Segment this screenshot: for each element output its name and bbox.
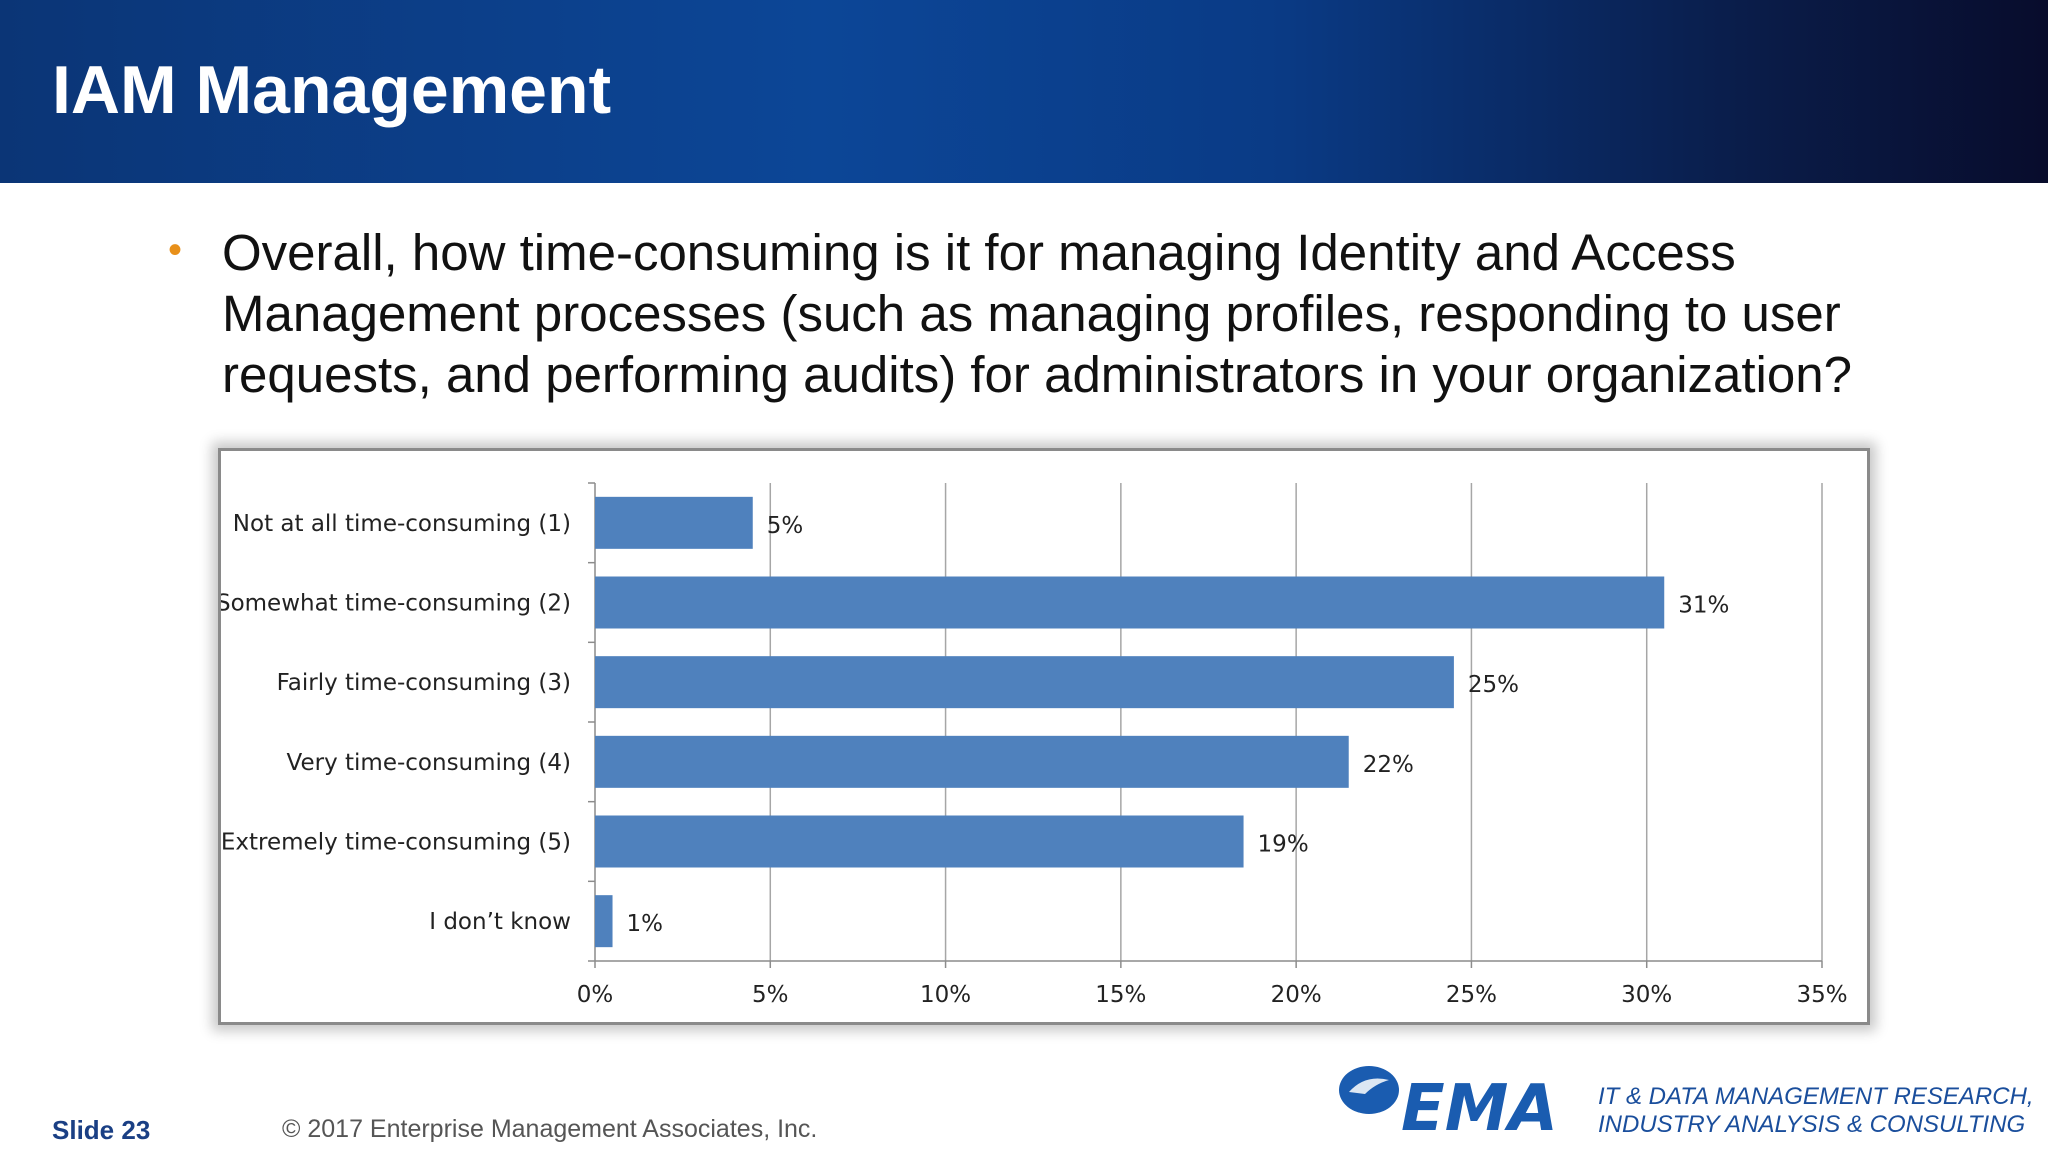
chart-frame: 0% 5% 10% 15% 20% 25% 30% 35% Not at all time-co…	[218, 448, 1870, 1025]
bar	[595, 815, 1244, 868]
data-label: 25%	[1468, 672, 1519, 698]
bar	[595, 496, 753, 549]
bar	[595, 656, 1454, 709]
tagline-line-2: INDUSTRY ANALYSIS & CONSULTING	[1598, 1111, 2026, 1138]
logo-text: EMA	[1401, 1072, 1558, 1140]
ema-logo: EMA	[1339, 1066, 1558, 1140]
data-label: 22%	[1363, 752, 1414, 778]
x-tick-label: 20%	[1271, 982, 1322, 1008]
x-tick-label: 15%	[1095, 982, 1146, 1008]
bullet-icon: •	[168, 228, 183, 272]
slide-number: Slide 23	[52, 1115, 151, 1145]
x-tick-label: 0%	[577, 982, 614, 1008]
bar	[595, 895, 613, 948]
category-label: Very time-consuming (4)	[287, 750, 571, 776]
category-label: Extremely time-consuming (5)	[221, 830, 571, 856]
data-label: 5%	[767, 513, 804, 539]
slide-title: IAM Management	[52, 52, 612, 128]
data-label: 31%	[1678, 593, 1729, 619]
title-banner: IAM Management	[0, 0, 2048, 183]
category-label: Fairly time-consuming (3)	[277, 670, 571, 696]
copyright-text: © 2017 Enterprise Management Associates,…	[282, 1115, 818, 1143]
x-tick-label: 25%	[1446, 982, 1497, 1008]
tagline-line-1: IT & DATA MANAGEMENT RESEARCH,	[1598, 1083, 2034, 1110]
survey-question: Overall, how time-consuming is it for ma…	[222, 224, 1852, 403]
data-label: 1%	[627, 911, 664, 937]
x-tick-label: 5%	[752, 982, 789, 1008]
category-label: Somewhat time-consuming (2)	[221, 591, 571, 617]
bar-chart: 0% 5% 10% 15% 20% 25% 30% 35% Not at all time-co…	[221, 482, 1848, 1008]
x-tick-label: 30%	[1621, 982, 1672, 1008]
category-label: I don’t know	[429, 909, 571, 935]
data-label: 19%	[1258, 832, 1309, 858]
category-label: Not at all time-consuming (1)	[233, 511, 571, 537]
company-tagline: IT & DATA MANAGEMENT RESEARCH, INDUSTRY …	[1598, 1083, 2034, 1139]
bar	[595, 735, 1349, 788]
x-tick-label: 35%	[1796, 982, 1847, 1008]
x-tick-label: 10%	[920, 982, 971, 1008]
bar	[595, 576, 1665, 629]
